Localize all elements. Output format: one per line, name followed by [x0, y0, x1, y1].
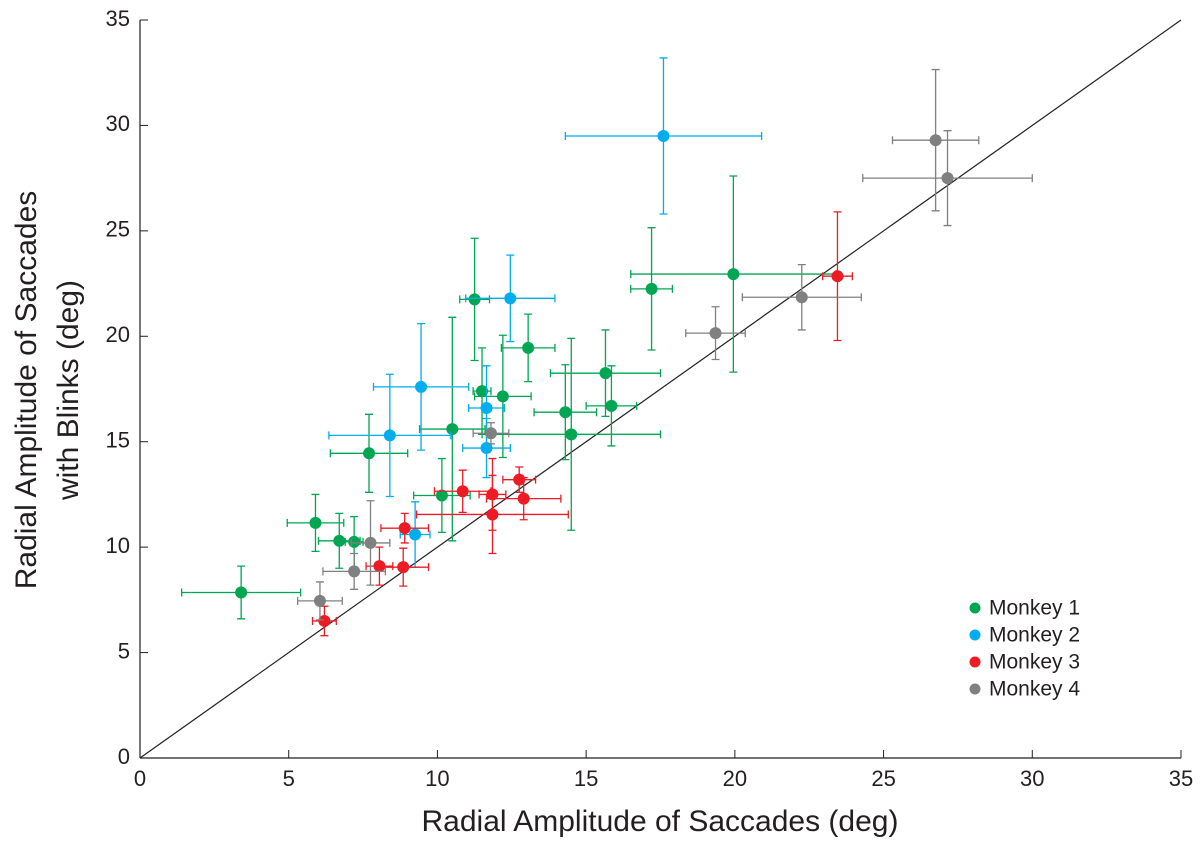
point: [398, 522, 411, 535]
point: [605, 399, 618, 412]
y-tick-label: 10: [106, 533, 130, 558]
y-tick-label: 30: [106, 111, 130, 136]
point: [446, 423, 459, 436]
x-tick-label: 25: [871, 766, 895, 791]
point: [468, 293, 481, 306]
x-tick-label: 10: [425, 766, 449, 791]
y-axis-title-line: with Blinks (deg): [52, 280, 85, 501]
point: [363, 447, 376, 460]
y-axis-title-line: Radial Amplitude of Saccades: [10, 191, 43, 590]
y-tick-label: 25: [106, 217, 130, 242]
x-tick-label: 35: [1169, 766, 1193, 791]
x-tick-label: 30: [1020, 766, 1044, 791]
point: [941, 172, 954, 185]
point: [318, 614, 331, 627]
point: [435, 489, 448, 502]
point: [517, 492, 530, 505]
legend-label: Monkey 1: [989, 597, 1080, 620]
point: [383, 429, 396, 442]
legend-label: Monkey 2: [989, 624, 1080, 647]
point: [504, 292, 517, 305]
point: [456, 485, 469, 498]
y-tick-label: 35: [106, 6, 130, 31]
point: [373, 560, 386, 573]
point: [486, 508, 499, 521]
x-axis-title: Radial Amplitude of Saccades (deg): [422, 805, 899, 838]
point: [235, 586, 248, 599]
point: [309, 516, 322, 529]
point: [480, 442, 493, 455]
point: [559, 406, 572, 419]
point: [513, 473, 526, 486]
point: [486, 488, 499, 501]
legend-marker: [969, 656, 981, 668]
legend-marker: [969, 629, 981, 641]
y-tick-label: 5: [118, 638, 130, 663]
legend-marker: [969, 602, 981, 614]
point: [831, 270, 844, 283]
point: [496, 390, 509, 403]
point: [929, 134, 942, 147]
y-tick-label: 20: [106, 322, 130, 347]
identity-line: [139, 19, 1182, 759]
point: [348, 565, 361, 578]
x-tick-label: 0: [134, 766, 146, 791]
point: [476, 385, 489, 398]
x-tick-label: 15: [574, 766, 598, 791]
point: [480, 401, 493, 414]
point: [727, 268, 740, 281]
point: [409, 528, 422, 541]
x-tick-label: 20: [723, 766, 747, 791]
point: [795, 291, 808, 304]
x-tick-label: 5: [283, 766, 295, 791]
point: [484, 427, 497, 440]
legend-label: Monkey 3: [989, 651, 1080, 674]
legend-marker: [969, 683, 981, 695]
point: [333, 534, 346, 547]
point: [599, 367, 612, 380]
legend-label: Monkey 4: [989, 678, 1080, 701]
point: [313, 594, 326, 607]
point: [397, 561, 410, 574]
point: [348, 535, 361, 548]
y-axis-title: Radial Amplitude of Saccades with Blinks…: [10, 191, 85, 590]
point: [565, 428, 578, 441]
point: [657, 129, 670, 142]
point: [415, 380, 428, 393]
y-tick-label: 15: [106, 428, 130, 453]
point: [364, 536, 377, 549]
point: [522, 341, 535, 354]
point: [709, 327, 722, 340]
y-tick-label: 0: [118, 744, 130, 769]
point: [645, 282, 658, 295]
